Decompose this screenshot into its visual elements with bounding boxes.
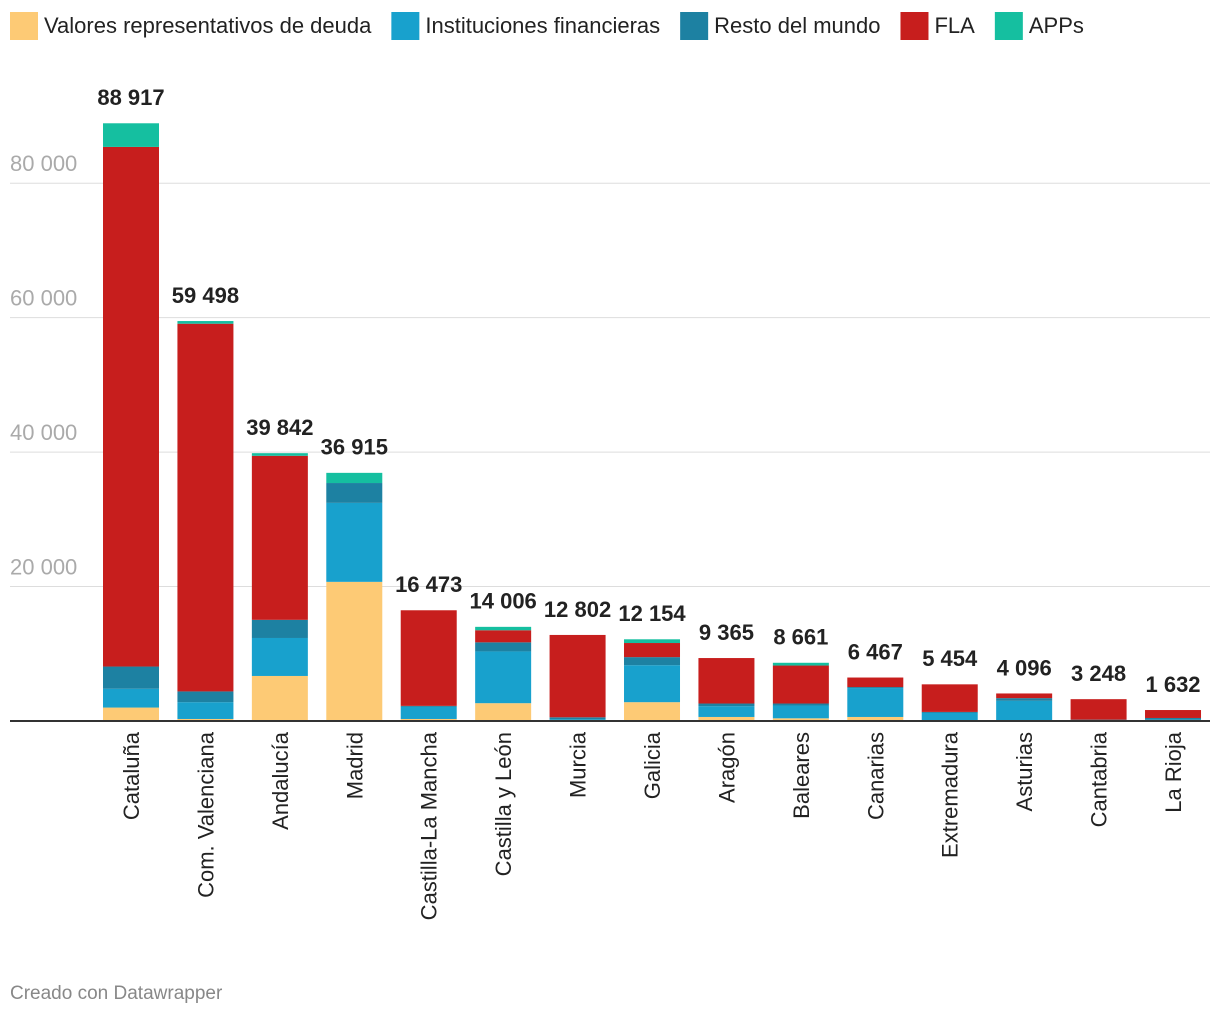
y-tick-label: 40 000 [10, 420, 77, 445]
x-tick-label: Cantabria [1087, 731, 1112, 827]
bar-segment [847, 687, 903, 688]
legend-swatch [391, 12, 419, 40]
x-tick-label: Andalucía [268, 731, 293, 830]
legend-label: Instituciones financieras [425, 13, 660, 38]
total-label: 39 842 [246, 415, 313, 440]
total-label: 59 498 [172, 283, 239, 308]
bar-segment [326, 483, 382, 503]
x-tick-label: Com. Valenciana [193, 731, 218, 898]
total-label: 12 154 [618, 601, 686, 626]
bar-segment [1071, 699, 1127, 719]
total-label: 8 661 [773, 625, 828, 650]
bar-segment [847, 678, 903, 688]
bar-segment [624, 643, 680, 657]
bar-segment [550, 717, 606, 719]
legend-swatch [900, 12, 928, 40]
total-label: 4 096 [997, 655, 1052, 680]
x-tick-label: Galicia [640, 731, 665, 799]
total-label: 5 454 [922, 646, 978, 671]
y-tick-label: 80 000 [10, 151, 77, 176]
legend-label: Valores representativos de deuda [44, 13, 372, 38]
bar-segment [252, 620, 308, 638]
x-tick-label: Canarias [863, 732, 888, 820]
bar-segment [326, 503, 382, 582]
x-tick-label: Cataluña [119, 731, 144, 820]
bar-segment [773, 704, 829, 706]
bar-segment [252, 638, 308, 676]
bar-segment [624, 657, 680, 665]
bar-segment [326, 473, 382, 483]
legend-swatch [10, 12, 38, 40]
total-label: 3 248 [1071, 661, 1126, 686]
bar-segment [177, 324, 233, 692]
x-tick-label: Castilla-La Mancha [417, 731, 442, 920]
legend-label: APPs [1029, 13, 1084, 38]
x-tick-label: Extremadura [938, 731, 963, 858]
bar-segment [103, 667, 159, 689]
bar-segment [103, 147, 159, 667]
x-tick-label: Castilla y León [491, 732, 516, 876]
bar-segment [773, 706, 829, 719]
x-tick-label: La Rioja [1161, 731, 1186, 812]
bar-segment [698, 704, 754, 707]
bar-segment [475, 630, 531, 642]
bar-segment [177, 691, 233, 702]
bar-segment [698, 706, 754, 717]
bar-segment [177, 702, 233, 719]
total-label: 6 467 [848, 639, 903, 664]
total-label: 12 802 [544, 597, 611, 622]
bar-segment [624, 665, 680, 702]
bar-segment [103, 708, 159, 721]
bar-segment [475, 651, 531, 703]
bar-segment [103, 123, 159, 147]
bar-segment [922, 712, 978, 713]
x-tick-label: Aragón [714, 732, 739, 803]
bar-segment [624, 702, 680, 721]
bar-segment [1145, 710, 1201, 718]
x-tick-label: Asturias [1012, 732, 1037, 811]
bar-segment [922, 684, 978, 712]
legend-label: FLA [934, 13, 975, 38]
bar-segment [996, 693, 1052, 698]
legend-swatch [680, 12, 708, 40]
bar-segment [177, 321, 233, 324]
bar-segment [773, 663, 829, 666]
bar-segment [550, 635, 606, 717]
y-tick-label: 60 000 [10, 285, 77, 310]
bar-segment [252, 456, 308, 620]
total-label: 14 006 [470, 589, 537, 614]
bar-segment [698, 658, 754, 703]
bar-segment [847, 688, 903, 717]
bar-segment [922, 713, 978, 720]
legend-swatch [995, 12, 1023, 40]
bar-segment [475, 627, 531, 630]
x-tick-label: Baleares [789, 732, 814, 819]
y-tick-label: 20 000 [10, 554, 77, 579]
bar-segment [252, 676, 308, 721]
bar-segment [1145, 718, 1201, 720]
total-label: 16 473 [395, 572, 462, 597]
bar-segment [475, 703, 531, 721]
total-label: 88 917 [97, 85, 164, 110]
bar-segment [252, 453, 308, 456]
bar-segment [401, 707, 457, 719]
legend: Valores representativos de deuda Instituc… [10, 12, 1084, 40]
bar-segment [401, 706, 457, 707]
bar-segment [326, 582, 382, 721]
legend-label: Resto del mundo [714, 13, 880, 38]
footer: Creado con Datawrapper [10, 983, 223, 1004]
bar-segment [401, 610, 457, 706]
x-tick-label: Madrid [342, 732, 367, 799]
total-label: 9 365 [699, 620, 754, 645]
bar-segment [996, 701, 1052, 720]
bar-segment [103, 689, 159, 708]
total-label: 1 632 [1145, 672, 1200, 697]
bar-segment [773, 666, 829, 704]
bar-segment [624, 639, 680, 643]
x-tick-label: Murcia [566, 731, 591, 798]
bar-segment [996, 698, 1052, 701]
total-label: 36 915 [321, 435, 388, 460]
bar-segment [475, 642, 531, 651]
